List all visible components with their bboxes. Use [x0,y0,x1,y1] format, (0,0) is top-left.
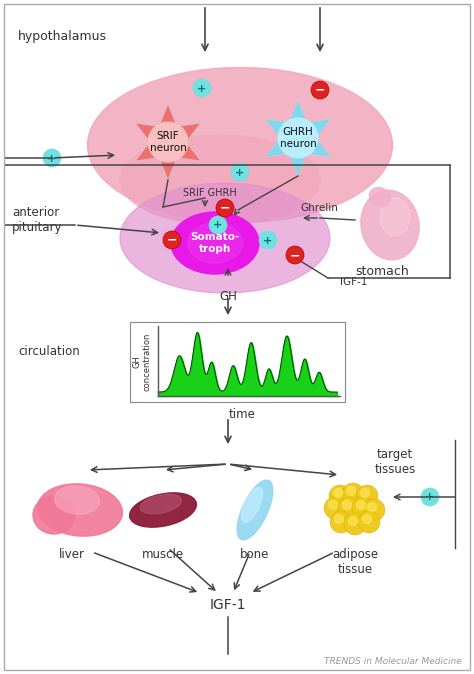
Ellipse shape [120,183,330,293]
Ellipse shape [120,135,320,225]
Circle shape [363,514,372,524]
Text: muscle: muscle [142,548,184,561]
Circle shape [324,497,346,519]
Text: −: − [315,84,325,97]
Text: GH
concentration: GH concentration [132,333,152,391]
Text: +: + [264,235,273,245]
Circle shape [43,149,61,167]
Circle shape [148,122,188,162]
Text: +: + [47,154,56,164]
Circle shape [338,497,360,519]
Circle shape [286,246,304,264]
Circle shape [361,489,370,497]
Circle shape [311,81,329,99]
Text: circulation: circulation [18,345,80,358]
Text: time: time [228,408,255,421]
Circle shape [329,485,351,507]
Ellipse shape [380,198,410,236]
Text: +: + [425,493,435,503]
Text: bone: bone [240,548,270,561]
Circle shape [334,489,343,497]
Text: +: + [213,220,223,231]
Circle shape [367,503,376,512]
Circle shape [330,511,352,533]
Ellipse shape [237,480,273,540]
Circle shape [278,118,318,158]
Text: −: − [290,249,300,262]
Circle shape [209,216,227,234]
Text: GH: GH [219,290,237,303]
Circle shape [352,497,374,519]
Text: IGF-1: IGF-1 [210,598,246,612]
Text: +: + [197,84,207,94]
Text: adipose
tissue: adipose tissue [332,548,378,576]
Ellipse shape [361,190,419,260]
Ellipse shape [129,493,196,527]
Text: GHRH
neuron: GHRH neuron [280,127,316,149]
Text: liver: liver [59,548,85,561]
Text: TRENDS in Molecular Medicine: TRENDS in Molecular Medicine [324,657,462,666]
Text: −: − [220,202,230,215]
Circle shape [356,501,365,510]
Circle shape [193,79,211,97]
Circle shape [231,163,249,181]
Text: SRIF GHRH: SRIF GHRH [183,188,237,198]
Circle shape [348,516,357,526]
Ellipse shape [188,223,243,263]
Circle shape [421,488,439,506]
Text: hypothalamus: hypothalamus [18,30,107,43]
Polygon shape [265,100,331,176]
Text: anterior
pituitary: anterior pituitary [12,206,63,234]
Ellipse shape [369,187,391,206]
Circle shape [163,231,181,249]
Ellipse shape [55,486,100,514]
Text: IGF-1: IGF-1 [340,277,367,287]
Circle shape [356,485,378,507]
Text: Somato-
troph: Somato- troph [191,233,240,254]
Ellipse shape [37,484,122,536]
Ellipse shape [171,212,259,274]
Circle shape [358,511,380,533]
FancyBboxPatch shape [130,322,345,402]
Ellipse shape [88,67,392,222]
Text: target
tissues: target tissues [374,448,416,476]
Circle shape [216,199,234,217]
Text: SRIF
neuron: SRIF neuron [150,131,186,153]
Circle shape [328,501,337,510]
Circle shape [344,513,366,535]
Circle shape [363,499,385,521]
Text: +: + [236,168,245,177]
Ellipse shape [241,487,263,522]
Circle shape [335,514,344,524]
Text: stomach: stomach [355,265,409,278]
Text: Ghrelin: Ghrelin [300,203,338,213]
Circle shape [343,501,352,510]
Text: −: − [167,234,177,247]
Circle shape [259,231,277,249]
Circle shape [342,483,364,505]
Ellipse shape [33,496,75,534]
Circle shape [346,487,356,495]
Ellipse shape [140,494,182,514]
Polygon shape [135,104,201,180]
